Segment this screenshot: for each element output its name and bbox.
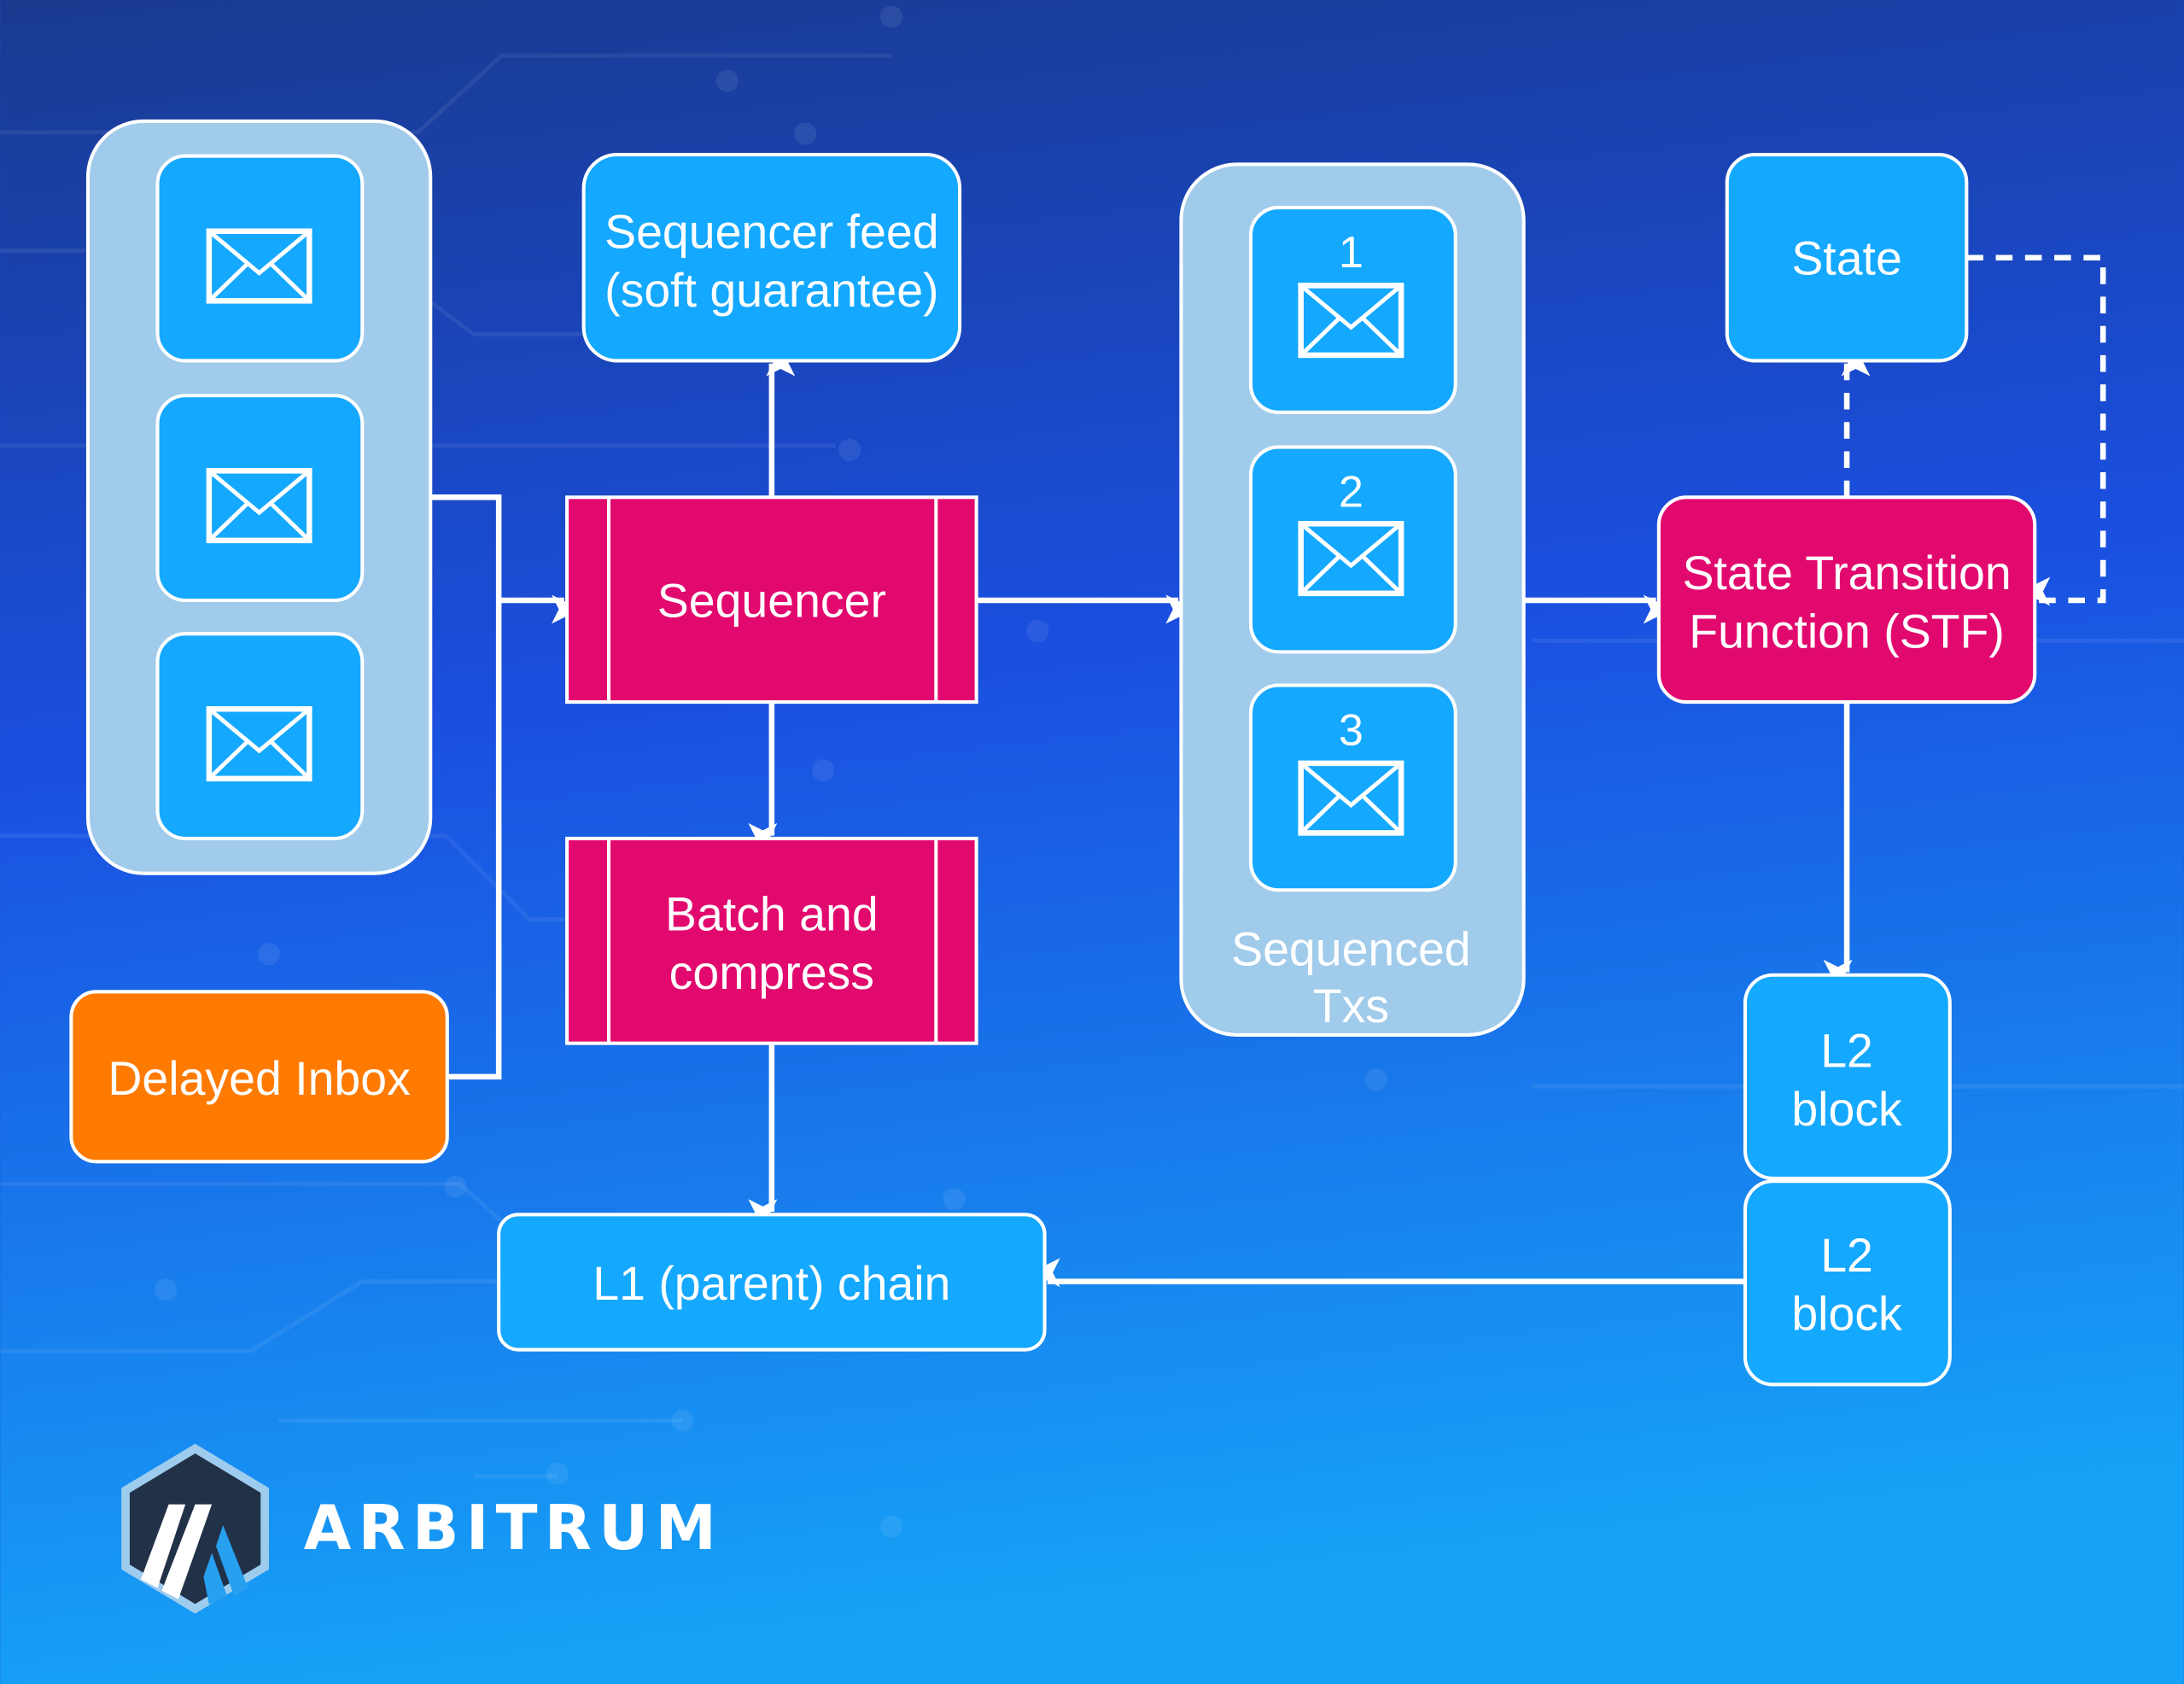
l2-block-node: L2 block xyxy=(1743,1179,1952,1387)
sequencer-feed-sublabel: (soft guarantee) xyxy=(604,264,938,317)
stf-label: State Transition xyxy=(1682,547,2011,599)
l2-block-sublabel: block xyxy=(1791,1288,1902,1341)
incoming-messages-group xyxy=(85,119,433,875)
batch-compress-label: Batch and xyxy=(665,888,879,941)
tx-number: 3 xyxy=(1339,706,1364,756)
arbitrum-wordmark: ARBITRUM xyxy=(304,1492,723,1564)
delayed-inbox-label: Delayed Inbox xyxy=(108,1052,411,1105)
edge-messages-to-sequencer xyxy=(430,494,502,1080)
arbitrum-logo-mark xyxy=(121,1443,270,1614)
tx-box: 1 xyxy=(1248,205,1457,414)
l1-chain-node: L1 (parent) chain xyxy=(497,1213,1047,1352)
batch-compress-sublabel: compress xyxy=(669,946,874,999)
edges xyxy=(430,254,2106,1288)
l2-block-label: L2 xyxy=(1820,1024,1873,1077)
batch-compress-node: Batch and compress xyxy=(565,836,978,1045)
arbitrum-logo: ARBITRUM xyxy=(121,1443,723,1614)
tx-number: 2 xyxy=(1339,468,1364,517)
sequencer-feed-label: Sequencer feed xyxy=(604,205,938,258)
tx-box: 2 xyxy=(1248,445,1457,654)
state-node: State xyxy=(1725,153,1969,363)
sequenced-txs-label: Sequenced xyxy=(1231,922,1471,975)
tx-number: 1 xyxy=(1339,228,1364,278)
edge-state-to-stf xyxy=(1966,254,2106,606)
sequencer-feed-node: Sequencer feed (soft guarantee) xyxy=(581,153,962,363)
sequencer-node: Sequencer xyxy=(565,495,978,705)
stf-node: State Transition Function (STF) xyxy=(1656,495,2037,705)
sequenced-txs-sublabel: Txs xyxy=(1313,979,1389,1032)
l2-block-label: L2 xyxy=(1820,1229,1873,1282)
message-box xyxy=(155,632,365,840)
l2-block-node: L2 block xyxy=(1743,973,1952,1180)
delayed-inbox-node: Delayed Inbox xyxy=(69,990,449,1164)
state-label: State xyxy=(1791,231,1901,284)
message-box xyxy=(155,394,365,603)
sequenced-txs-group: 1 2 3 Sequenced Txs xyxy=(1179,162,1526,1037)
sequencer-label: Sequencer xyxy=(657,575,886,628)
stf-sublabel: Function (STF) xyxy=(1689,605,2005,658)
l2-block-sublabel: block xyxy=(1791,1083,1902,1136)
message-box xyxy=(155,154,365,363)
tx-box: 3 xyxy=(1248,683,1457,892)
l1-chain-label: L1 (parent) chain xyxy=(593,1257,950,1310)
